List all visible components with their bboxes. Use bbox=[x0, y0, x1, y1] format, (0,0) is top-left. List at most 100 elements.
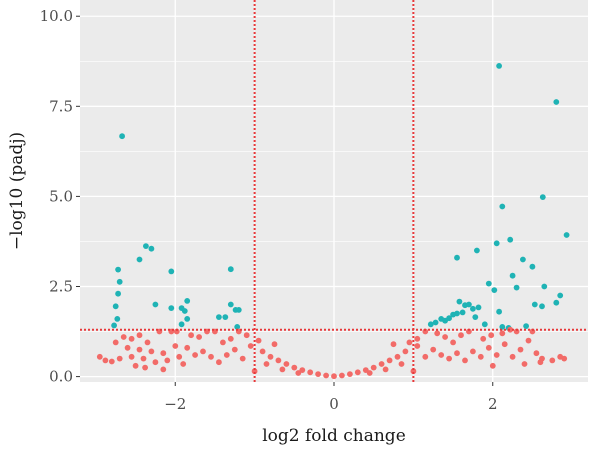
y-axis-title: −log10 (padj) bbox=[7, 132, 27, 250]
data-points bbox=[96, 63, 570, 380]
nonsignificant-point bbox=[144, 339, 151, 346]
significant-point bbox=[454, 254, 460, 261]
nonsignificant-point bbox=[160, 350, 167, 357]
nonsignificant-point bbox=[422, 328, 429, 335]
significant-point bbox=[178, 321, 185, 328]
significant-point bbox=[136, 256, 143, 263]
nonsignificant-point bbox=[291, 364, 298, 371]
significant-point bbox=[459, 309, 466, 316]
significant-point bbox=[222, 314, 229, 320]
nonsignificant-point bbox=[148, 348, 155, 355]
nonsignificant-point bbox=[331, 373, 337, 380]
nonsignificant-point bbox=[422, 353, 429, 360]
significant-point bbox=[553, 299, 560, 306]
significant-point bbox=[152, 301, 159, 308]
nonsignificant-point bbox=[366, 370, 373, 376]
nonsignificant-point bbox=[446, 355, 452, 362]
nonsignificant-point bbox=[442, 334, 448, 340]
x-axis-ticks: −2 0 2 bbox=[164, 382, 498, 413]
significant-point bbox=[523, 323, 529, 329]
nonsignificant-point bbox=[513, 328, 520, 335]
nonsignificant-point bbox=[501, 341, 508, 348]
nonsignificant-point bbox=[227, 335, 234, 342]
y-axis-ticks: 0.0 2.5 5.0 7.5 10.0 bbox=[40, 7, 80, 386]
nonsignificant-point bbox=[192, 352, 199, 358]
nonsignificant-point bbox=[188, 332, 195, 339]
significant-point bbox=[563, 232, 570, 238]
nonsignificant-point bbox=[406, 339, 413, 346]
significant-point bbox=[496, 308, 502, 315]
nonsignificant-point bbox=[112, 339, 119, 346]
nonsignificant-point bbox=[390, 341, 397, 348]
nonsignificant-point bbox=[307, 369, 314, 376]
nonsignificant-point bbox=[402, 348, 409, 355]
y-tick-label: 5.0 bbox=[49, 187, 73, 205]
nonsignificant-point bbox=[200, 348, 206, 355]
nonsignificant-point bbox=[493, 352, 500, 358]
significant-point bbox=[485, 280, 492, 287]
nonsignificant-point bbox=[128, 335, 135, 342]
significant-point bbox=[539, 303, 545, 310]
y-tick-label: 2.5 bbox=[49, 278, 73, 296]
nonsignificant-point bbox=[196, 334, 203, 340]
significant-point bbox=[499, 203, 506, 210]
significant-point bbox=[491, 287, 498, 293]
significant-point bbox=[116, 278, 123, 285]
y-tick-label: 7.5 bbox=[49, 97, 73, 115]
significant-point bbox=[115, 266, 121, 273]
y-tick-label: 0.0 bbox=[49, 368, 73, 386]
nonsignificant-point bbox=[152, 359, 159, 366]
nonsignificant-point bbox=[533, 350, 540, 357]
nonsignificant-point bbox=[299, 367, 306, 373]
nonsignificant-point bbox=[136, 332, 143, 339]
significant-point bbox=[509, 272, 516, 279]
significant-point bbox=[234, 324, 241, 330]
nonsignificant-point bbox=[454, 350, 460, 357]
nonsignificant-point bbox=[370, 364, 377, 371]
nonsignificant-point bbox=[132, 362, 139, 369]
significant-point bbox=[143, 243, 149, 250]
nonsignificant-point bbox=[136, 346, 143, 353]
significant-point bbox=[168, 268, 175, 275]
nonsignificant-point bbox=[124, 344, 131, 351]
nonsignificant-point bbox=[434, 330, 441, 337]
nonsignificant-point bbox=[259, 348, 266, 355]
nonsignificant-point bbox=[489, 362, 496, 369]
nonsignificant-point bbox=[247, 343, 254, 349]
significant-point bbox=[168, 305, 175, 311]
significant-point bbox=[112, 303, 119, 310]
nonsignificant-point bbox=[96, 353, 103, 360]
significant-point bbox=[541, 283, 548, 290]
nonsignificant-point bbox=[180, 361, 187, 367]
threshold-lines bbox=[80, 0, 588, 382]
significant-point bbox=[235, 307, 242, 313]
significant-point bbox=[184, 298, 191, 304]
significant-point bbox=[119, 133, 125, 140]
nonsignificant-point bbox=[140, 355, 147, 362]
x-tick-label: 2 bbox=[488, 395, 498, 413]
significant-point bbox=[472, 314, 479, 320]
significant-point bbox=[227, 266, 234, 273]
significant-point bbox=[493, 240, 500, 247]
nonsignificant-point bbox=[450, 339, 456, 346]
significant-point bbox=[466, 301, 472, 308]
nonsignificant-point bbox=[220, 339, 226, 346]
significant-point bbox=[227, 301, 234, 308]
nonsignificant-point bbox=[315, 371, 321, 377]
nonsignificant-point bbox=[561, 355, 568, 362]
nonsignificant-point bbox=[430, 346, 437, 353]
nonsignificant-point bbox=[488, 332, 495, 339]
nonsignificant-point bbox=[414, 343, 421, 349]
significant-point bbox=[529, 263, 536, 270]
nonsignificant-point bbox=[517, 346, 524, 353]
significant-point bbox=[184, 316, 191, 322]
significant-point bbox=[148, 245, 155, 252]
nonsignificant-point bbox=[263, 361, 270, 367]
significant-point bbox=[531, 301, 538, 308]
nonsignificant-point bbox=[470, 348, 476, 355]
nonsignificant-point bbox=[480, 335, 487, 342]
significant-point bbox=[496, 63, 502, 69]
significant-point bbox=[181, 308, 188, 314]
nonsignificant-point bbox=[142, 364, 149, 371]
nonsignificant-point bbox=[102, 357, 109, 364]
